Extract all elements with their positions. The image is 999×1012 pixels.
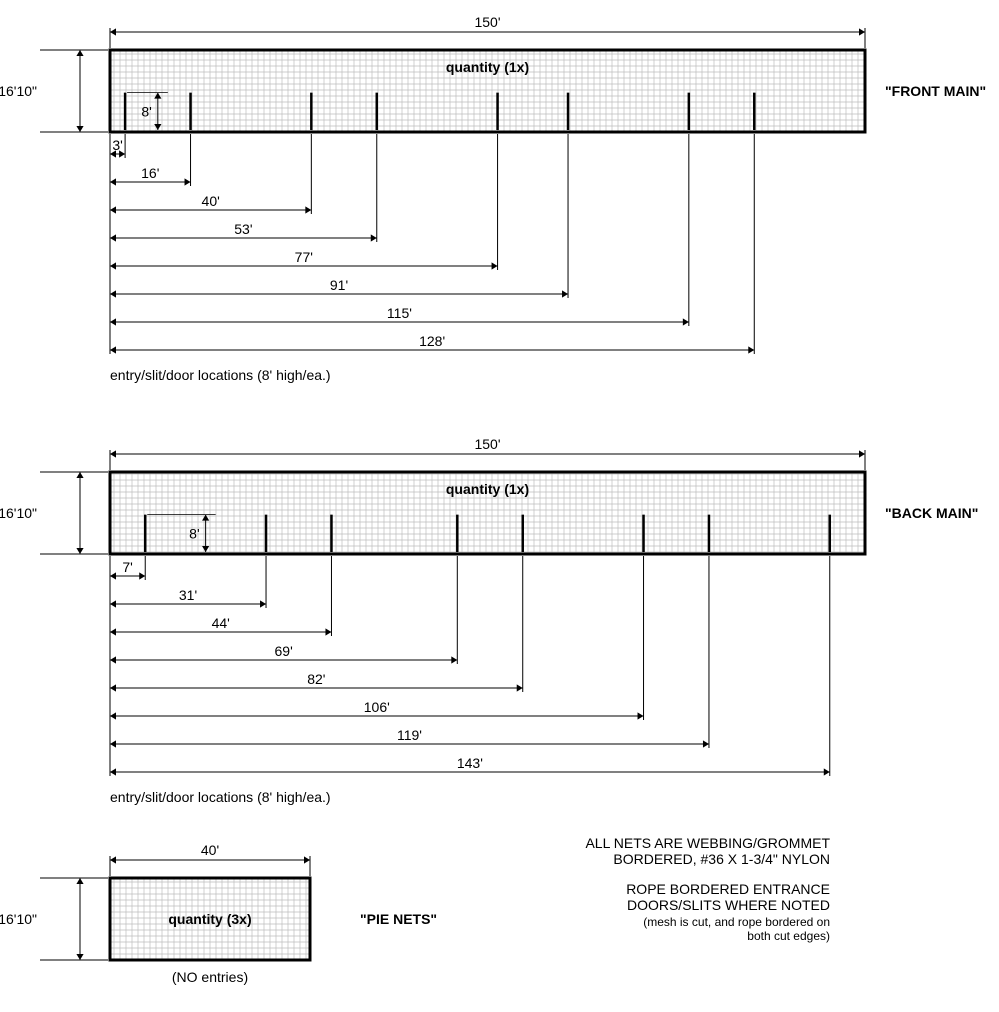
svg-text:16'10": 16'10" [0, 505, 37, 521]
svg-text:quantity (3x): quantity (3x) [168, 911, 251, 927]
svg-text:150': 150' [474, 436, 500, 452]
svg-text:53': 53' [234, 221, 252, 237]
svg-text:quantity (1x): quantity (1x) [446, 481, 529, 497]
svg-text:BORDERED, #36 X 1-3/4" NYLON: BORDERED, #36 X 1-3/4" NYLON [613, 851, 830, 867]
svg-text:(NO entries): (NO entries) [172, 969, 248, 985]
svg-text:16': 16' [141, 165, 159, 181]
svg-text:8': 8' [189, 525, 199, 541]
svg-text:40': 40' [201, 842, 219, 858]
net-diagram: 150' quantity (1x) "FRONT MAIN" 16'10" 8' 3' 1… [0, 0, 999, 1012]
svg-text:3': 3' [112, 137, 122, 153]
svg-text:40': 40' [202, 193, 220, 209]
svg-text:both cut edges): both cut edges) [747, 929, 830, 943]
svg-text:"FRONT MAIN": "FRONT MAIN" [885, 83, 986, 99]
svg-text:31': 31' [179, 587, 197, 603]
svg-text:8': 8' [141, 103, 151, 119]
svg-text:115': 115' [387, 305, 412, 321]
svg-text:44': 44' [212, 615, 230, 631]
svg-text:69': 69' [275, 643, 293, 659]
svg-text:(mesh is cut, and rope bordere: (mesh is cut, and rope bordered on [643, 915, 830, 929]
svg-text:16'10": 16'10" [0, 83, 37, 99]
svg-text:DOORS/SLITS WHERE NOTED: DOORS/SLITS WHERE NOTED [627, 897, 830, 913]
svg-text:7': 7' [122, 559, 132, 575]
svg-text:entry/slit/door locations (8': entry/slit/door locations (8' high/ea.) [110, 789, 331, 805]
svg-text:82': 82' [307, 671, 325, 687]
svg-text:128': 128' [419, 333, 445, 349]
svg-text:quantity (1x): quantity (1x) [446, 59, 529, 75]
svg-text:143': 143' [457, 755, 483, 771]
svg-text:150': 150' [474, 14, 500, 30]
svg-text:77': 77' [295, 249, 313, 265]
svg-text:91': 91' [330, 277, 348, 293]
svg-text:119': 119' [397, 727, 422, 743]
svg-text:"BACK MAIN": "BACK MAIN" [885, 505, 978, 521]
svg-text:16'10": 16'10" [0, 911, 37, 927]
svg-text:ROPE BORDERED ENTRANCE: ROPE BORDERED ENTRANCE [626, 881, 830, 897]
svg-text:ALL NETS ARE WEBBING/GROMMET: ALL NETS ARE WEBBING/GROMMET [585, 835, 830, 851]
svg-text:106': 106' [364, 699, 390, 715]
svg-text:entry/slit/door locations (8': entry/slit/door locations (8' high/ea.) [110, 367, 331, 383]
svg-text:"PIE NETS": "PIE NETS" [360, 911, 437, 927]
